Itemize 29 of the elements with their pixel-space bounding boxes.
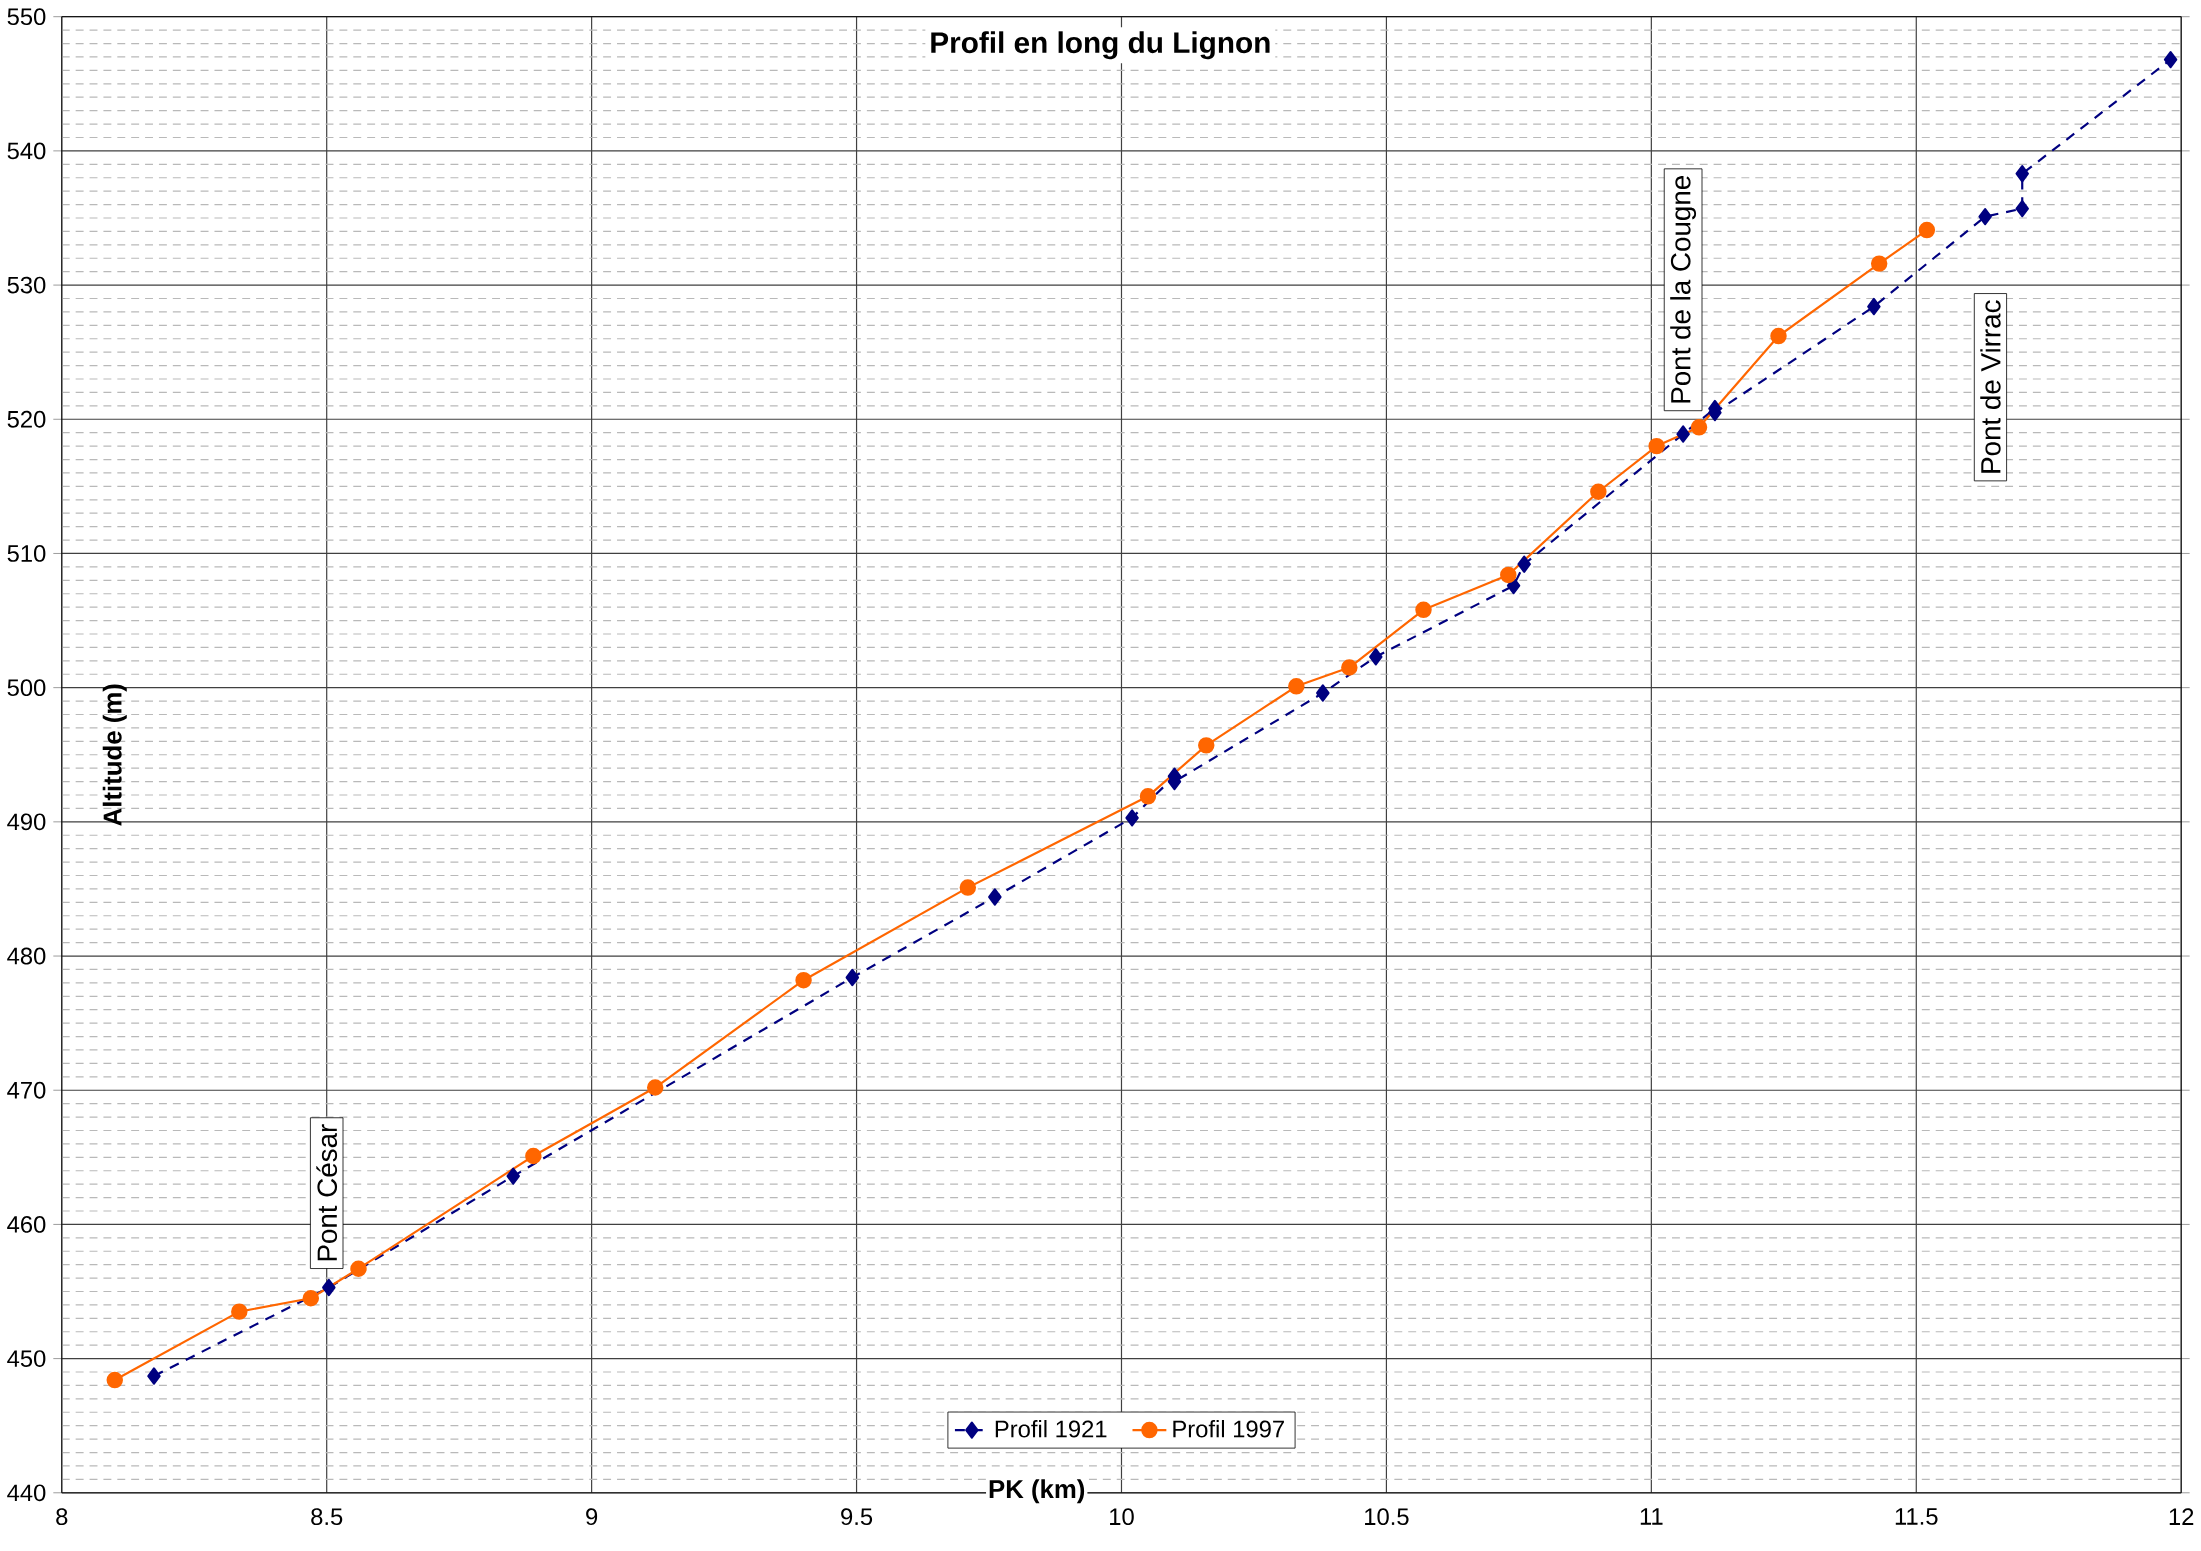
y-tick-label: 450	[7, 1350, 46, 1368]
chart-title: Profil en long du Lignon	[931, 31, 1270, 60]
x-tick-label: 12	[2169, 1508, 2194, 1526]
annotation: Pont de la Cougne	[1670, 176, 1697, 403]
y-tick-label: 440	[7, 1484, 46, 1502]
y-tick-label: 460	[7, 1216, 46, 1234]
legend-label: Profil 1921	[995, 1420, 1107, 1438]
y-tick-label: 480	[7, 947, 46, 965]
y-tick-label: 520	[7, 411, 46, 428]
x-tick-label: 9.5	[841, 1508, 873, 1526]
y-tick-label: 530	[7, 276, 46, 294]
annotation: Pont César	[316, 1124, 338, 1261]
x-axis-title: PK (km)	[989, 1479, 1085, 1504]
y-tick-label: 470	[7, 1082, 46, 1099]
x-tick-label: 9	[586, 1508, 598, 1526]
y-tick-label: 510	[7, 545, 46, 563]
y-tick-label: 490	[7, 813, 46, 831]
x-tick-label: 10	[1110, 1508, 1134, 1526]
x-tick-label: 8	[56, 1508, 68, 1526]
y-axis-title: Altitude (m)	[102, 684, 127, 826]
x-tick-label: 8.5	[311, 1508, 343, 1526]
annotation: Pont de Virrac	[1980, 300, 2001, 473]
legend-label: Profil 1997	[1173, 1420, 1284, 1438]
y-tick-label: 500	[7, 679, 46, 697]
y-tick-label: 540	[7, 142, 46, 160]
x-tick-label: 10.5	[1365, 1508, 1409, 1526]
x-tick-label: 11	[1640, 1508, 1663, 1525]
x-tick-label: 11.5	[1895, 1508, 1938, 1526]
y-tick-label: 550	[7, 8, 46, 26]
